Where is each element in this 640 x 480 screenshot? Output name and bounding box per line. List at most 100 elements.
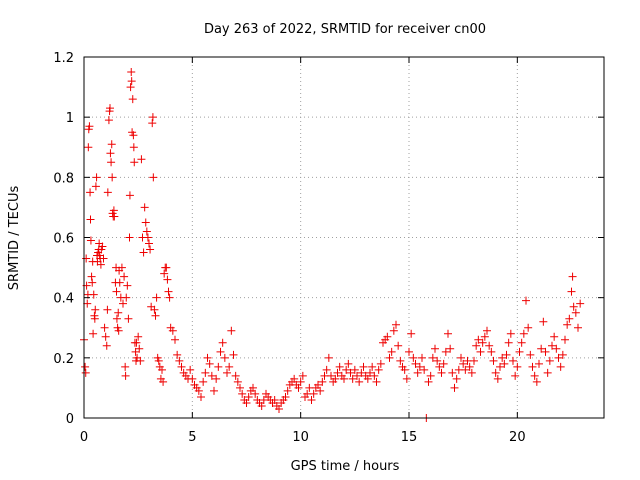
x-tick-label: 20 bbox=[509, 430, 526, 445]
data-point bbox=[569, 302, 578, 311]
data-point bbox=[159, 377, 168, 386]
data-point bbox=[100, 323, 109, 332]
data-point bbox=[537, 344, 546, 353]
data-point bbox=[83, 299, 92, 308]
data-point bbox=[171, 335, 179, 344]
data-point bbox=[314, 380, 322, 389]
data-point bbox=[448, 368, 457, 377]
data-point bbox=[107, 140, 116, 149]
data-point bbox=[149, 173, 158, 182]
chart-title: Day 263 of 2022, SRMTID for receiver cn0… bbox=[204, 22, 486, 37]
data-point bbox=[114, 308, 123, 317]
data-point bbox=[199, 377, 208, 386]
data-point bbox=[348, 374, 357, 383]
data-point bbox=[104, 116, 113, 125]
data-point bbox=[513, 362, 522, 371]
data-point bbox=[470, 356, 478, 365]
data-point bbox=[298, 371, 307, 380]
data-point bbox=[117, 263, 126, 272]
data-point bbox=[210, 386, 218, 395]
data-point bbox=[103, 188, 112, 197]
data-point bbox=[231, 371, 240, 380]
data-point bbox=[405, 347, 413, 356]
data-point bbox=[318, 377, 327, 386]
data-point bbox=[409, 353, 418, 362]
data-point bbox=[307, 395, 316, 404]
data-point bbox=[96, 260, 105, 269]
data-point bbox=[142, 227, 151, 236]
data-point bbox=[132, 338, 141, 347]
data-point bbox=[164, 287, 173, 296]
y-tick-label: 0.4 bbox=[53, 292, 74, 307]
data-point bbox=[188, 374, 197, 383]
data-point bbox=[128, 95, 137, 104]
data-point bbox=[99, 254, 108, 263]
data-point bbox=[519, 329, 528, 338]
data-point bbox=[392, 320, 400, 329]
data-point bbox=[327, 371, 335, 380]
data-point bbox=[394, 341, 403, 350]
data-point bbox=[251, 389, 260, 398]
data-point bbox=[84, 143, 93, 152]
data-point bbox=[437, 368, 446, 377]
data-point bbox=[177, 362, 186, 371]
data-point bbox=[431, 344, 439, 353]
data-point bbox=[125, 233, 134, 242]
data-point bbox=[130, 158, 139, 167]
data-point bbox=[86, 215, 95, 224]
data-point bbox=[88, 278, 97, 287]
data-point bbox=[89, 290, 98, 299]
data-point bbox=[500, 359, 509, 368]
y-tick-label: 0.8 bbox=[53, 171, 74, 186]
data-point bbox=[452, 374, 461, 383]
data-point bbox=[146, 245, 155, 254]
data-point bbox=[342, 365, 351, 374]
data-point bbox=[154, 356, 163, 365]
data-point bbox=[472, 341, 481, 350]
data-point bbox=[457, 353, 465, 362]
data-point bbox=[81, 368, 90, 377]
data-point bbox=[143, 233, 152, 242]
data-point bbox=[270, 395, 279, 404]
data-point bbox=[506, 329, 515, 338]
data-point bbox=[511, 371, 520, 380]
data-point bbox=[515, 347, 524, 356]
data-point bbox=[530, 371, 539, 380]
data-point bbox=[283, 386, 292, 395]
data-point bbox=[574, 323, 582, 332]
data-point bbox=[90, 314, 99, 323]
data-point bbox=[363, 374, 372, 383]
data-point bbox=[459, 359, 468, 368]
data-point bbox=[242, 398, 251, 407]
y-tick-label: 1.2 bbox=[53, 51, 74, 66]
data-point bbox=[478, 338, 487, 347]
data-point bbox=[220, 353, 229, 362]
data-point bbox=[389, 326, 398, 335]
data-point bbox=[233, 377, 242, 386]
data-point bbox=[465, 362, 474, 371]
data-point bbox=[163, 275, 172, 284]
data-point bbox=[467, 368, 476, 377]
data-point bbox=[541, 347, 550, 356]
data-point bbox=[335, 362, 344, 371]
data-point bbox=[461, 365, 470, 374]
data-point bbox=[218, 338, 227, 347]
data-point bbox=[152, 293, 161, 302]
data-point bbox=[496, 362, 504, 371]
data-point bbox=[543, 368, 552, 377]
ticks: 0 5 10 15 20 0 0.2 0.4 0.6 0.8 1 1.2 bbox=[53, 51, 604, 445]
data-point bbox=[212, 374, 221, 383]
data-point bbox=[350, 365, 359, 374]
data-point bbox=[485, 341, 494, 350]
data-point bbox=[173, 350, 182, 359]
data-point bbox=[110, 212, 119, 221]
data-point bbox=[359, 362, 368, 371]
data-point bbox=[368, 362, 377, 371]
data-point bbox=[137, 155, 146, 164]
data-point bbox=[502, 350, 511, 359]
data-point bbox=[139, 248, 148, 257]
data-point bbox=[383, 332, 392, 341]
data-point bbox=[535, 359, 543, 368]
data-point bbox=[197, 392, 205, 401]
